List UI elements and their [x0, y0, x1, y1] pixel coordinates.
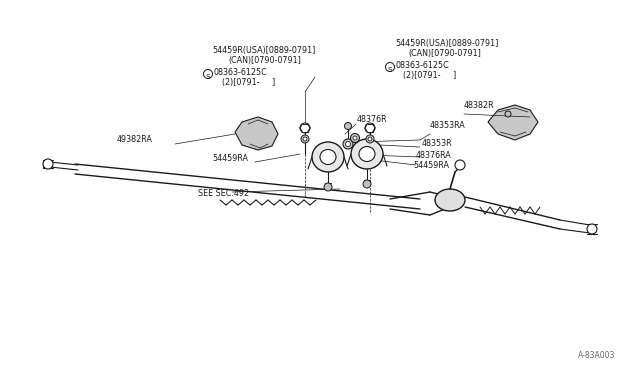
Text: 48382R: 48382R: [464, 101, 495, 110]
Circle shape: [300, 123, 310, 133]
Text: 08363-6125C: 08363-6125C: [214, 68, 268, 77]
Circle shape: [365, 123, 375, 133]
Text: A-83A003: A-83A003: [578, 351, 615, 360]
Circle shape: [343, 139, 353, 149]
Text: 48376R: 48376R: [357, 115, 388, 124]
Text: 54459RA: 54459RA: [413, 161, 449, 170]
Circle shape: [455, 160, 465, 170]
Text: SEE SEC.492: SEE SEC.492: [198, 189, 249, 198]
Text: 48376RA: 48376RA: [416, 151, 452, 160]
Circle shape: [346, 141, 351, 147]
Text: 08363-6125C: 08363-6125C: [396, 61, 450, 70]
Text: 54459R(USA)[0889-0791]: 54459R(USA)[0889-0791]: [212, 46, 316, 55]
Circle shape: [587, 224, 597, 234]
Polygon shape: [235, 117, 278, 150]
Circle shape: [344, 122, 351, 129]
Circle shape: [301, 135, 309, 143]
Text: (2)[0791-     ]: (2)[0791- ]: [403, 71, 456, 80]
Ellipse shape: [312, 142, 344, 172]
Circle shape: [303, 137, 307, 141]
Ellipse shape: [351, 139, 383, 169]
Text: (2)[0791-     ]: (2)[0791- ]: [222, 78, 275, 87]
Circle shape: [324, 183, 332, 191]
Text: 48353RA: 48353RA: [430, 121, 466, 130]
Circle shape: [366, 135, 374, 143]
Ellipse shape: [359, 147, 375, 161]
Text: S: S: [388, 67, 392, 73]
Circle shape: [353, 136, 357, 140]
Circle shape: [363, 180, 371, 188]
Text: S: S: [205, 74, 211, 80]
Circle shape: [505, 111, 511, 117]
Circle shape: [368, 137, 372, 141]
Polygon shape: [488, 105, 538, 140]
Text: 49382RA: 49382RA: [117, 135, 153, 144]
Text: (CAN)[0790-0791]: (CAN)[0790-0791]: [408, 49, 481, 58]
Text: 48353R: 48353R: [422, 139, 452, 148]
Circle shape: [43, 159, 53, 169]
Circle shape: [385, 62, 394, 71]
Text: 54459R(USA)[0889-0791]: 54459R(USA)[0889-0791]: [395, 39, 499, 48]
Ellipse shape: [320, 150, 336, 164]
Text: (CAN)[0790-0791]: (CAN)[0790-0791]: [228, 56, 301, 65]
Circle shape: [351, 134, 360, 142]
Text: 54459RA: 54459RA: [212, 154, 248, 163]
Ellipse shape: [435, 189, 465, 211]
Circle shape: [204, 70, 212, 78]
